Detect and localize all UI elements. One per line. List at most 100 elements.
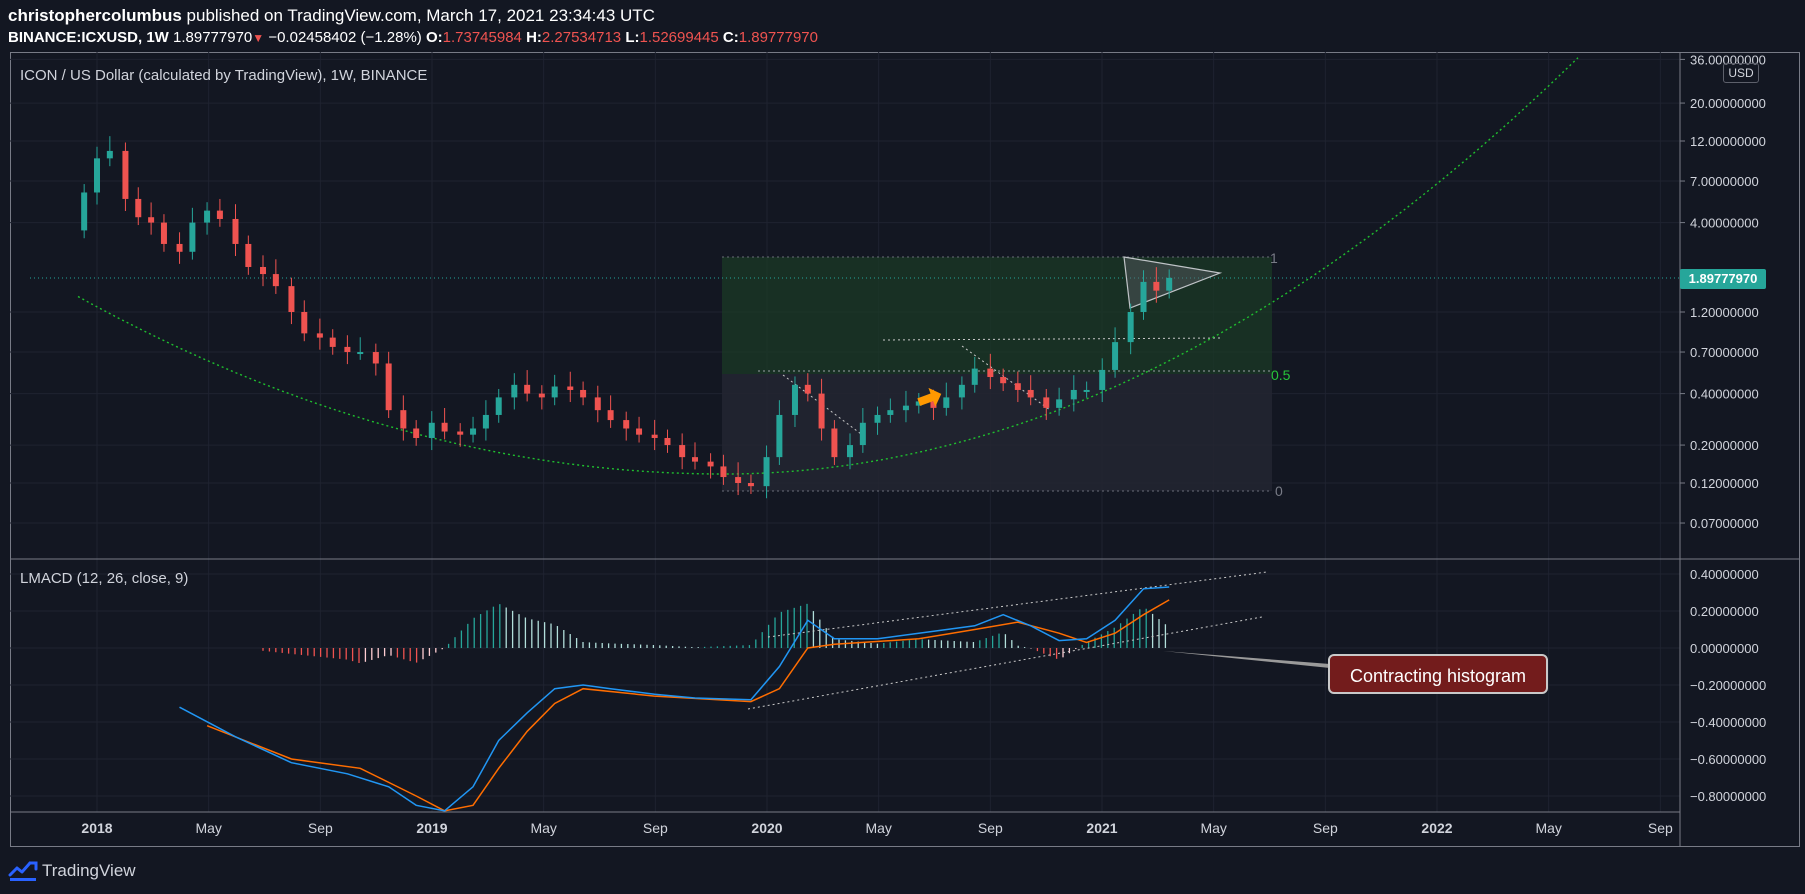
- candle-body: [160, 222, 167, 244]
- open-label: O:: [425, 29, 443, 46]
- time-axis-labels: 2018 May Sep 2019 May Sep 2020 May Sep 2021 May Sep…: [81, 820, 1673, 836]
- downtrend-line-2[interactable]: [961, 345, 1051, 411]
- price-change: −0.02458402 (−1.28%): [268, 29, 422, 46]
- price-tick-label: 20.00000000: [1690, 96, 1766, 111]
- fib-label-1: 1: [1270, 250, 1278, 266]
- candle-body: [902, 405, 909, 411]
- candle-body: [495, 397, 502, 415]
- time-tick-label: May: [865, 820, 891, 836]
- currency-badge[interactable]: USD: [1723, 63, 1759, 83]
- publish-line: christophercolumbus published on Trading…: [8, 6, 655, 26]
- high-label: H:: [526, 29, 542, 46]
- candle-body: [511, 384, 518, 398]
- author-name[interactable]: christophercolumbus: [8, 6, 182, 25]
- fib-zone-upper[interactable]: [722, 257, 1272, 374]
- candle-body: [958, 384, 965, 398]
- publish-info: published on TradingView.com, March 17, …: [181, 6, 655, 25]
- candle-body: [245, 243, 252, 267]
- indicator-tick-label: −0.80000000: [1690, 789, 1766, 804]
- candle-body: [776, 414, 783, 458]
- candle-body: [288, 286, 295, 312]
- indicator-tick-label: −0.60000000: [1690, 752, 1766, 767]
- indicator-pane-title[interactable]: LMACD (12, 26, close, 9): [20, 570, 189, 587]
- fib-zone-lower[interactable]: [722, 374, 1272, 491]
- channel-lower-line[interactable]: [747, 616, 1263, 710]
- candles: [81, 136, 1173, 499]
- candle-body: [791, 384, 798, 415]
- time-tick-label: Sep: [978, 820, 1003, 836]
- candle-body: [122, 150, 129, 199]
- callout-pointer: [1163, 651, 1330, 668]
- annotation-callout[interactable]: Contracting histogram: [1328, 654, 1548, 694]
- fib-label-05: 0.5: [1271, 367, 1291, 383]
- price-tick-label: 7.00000000: [1690, 174, 1759, 189]
- price-pane-title: ICON / US Dollar (calculated by TradingV…: [20, 67, 428, 84]
- indicator-tick-label: −0.20000000: [1690, 678, 1766, 693]
- macd-line: [179, 586, 1170, 812]
- price-tick-label: 4.00000000: [1690, 216, 1759, 231]
- candle-body: [301, 312, 308, 334]
- time-tick-label: 2020: [751, 820, 782, 836]
- candle-body: [413, 428, 420, 438]
- candle-body: [930, 401, 937, 408]
- time-tick-label: May: [1535, 820, 1561, 836]
- candle-body: [679, 445, 686, 458]
- indicator-axis-labels: 0.40000000 0.20000000 0.00000000 −0.2000000…: [1690, 567, 1766, 804]
- candle-body: [1070, 389, 1077, 400]
- low-label: L:: [625, 29, 640, 46]
- down-arrow-icon: ▼: [252, 31, 265, 45]
- candle-body: [651, 434, 658, 438]
- candle-body: [470, 428, 477, 435]
- symbol-label: BINANCE:ICXUSD, 1W: [8, 29, 169, 46]
- price-tick-label: 0.20000000: [1690, 438, 1759, 453]
- time-tick-label: 2019: [416, 820, 447, 836]
- ohlc-line: BINANCE:ICXUSD, 1W 1.89777970 ▼ −0.024584…: [8, 29, 818, 46]
- price-tick-label: 1.20000000: [1690, 305, 1759, 320]
- candle-body: [94, 158, 100, 193]
- candle-body: [831, 428, 838, 458]
- candle-body: [1043, 397, 1050, 408]
- candle-body: [385, 363, 392, 411]
- candle-body: [887, 410, 894, 415]
- time-tick-label: Sep: [1648, 820, 1673, 836]
- high-value: 2.27534713: [541, 29, 622, 46]
- parabolic-curve[interactable]: [77, 57, 1579, 475]
- footer-brand[interactable]: TradingView: [8, 860, 136, 882]
- candle-body: [329, 337, 336, 347]
- low-value: 1.52699445: [639, 29, 719, 46]
- candle-body: [1112, 342, 1119, 370]
- candle-body: [763, 457, 770, 487]
- candle-body: [272, 274, 279, 287]
- candle-body: [216, 210, 223, 219]
- price-axis-labels: 36.0000000020.0000000012.000000007.00000…: [1680, 52, 1766, 531]
- time-tick-label: May: [1200, 820, 1226, 836]
- candle-body: [623, 420, 630, 429]
- time-tick-label: May: [195, 820, 221, 836]
- candle-body: [538, 393, 545, 398]
- channel-upper-line[interactable]: [767, 571, 1268, 638]
- candle-body: [636, 428, 643, 435]
- candle-body: [1140, 281, 1147, 312]
- close-value: 1.89777970: [738, 29, 818, 46]
- time-tick-label: Sep: [308, 820, 333, 836]
- resistance-line[interactable]: [882, 337, 1224, 341]
- time-tick-label: Sep: [643, 820, 668, 836]
- brand-name: TradingView: [42, 861, 136, 880]
- candle-body: [1099, 369, 1106, 390]
- candle-body: [1000, 377, 1007, 384]
- price-tick-label: 12.00000000: [1690, 134, 1766, 149]
- indicator-tick-label: 0.40000000: [1690, 567, 1759, 582]
- indicator-tick-label: 0.20000000: [1690, 604, 1759, 619]
- candle-body: [804, 384, 811, 394]
- time-tick-label: Sep: [1313, 820, 1338, 836]
- close-label: C:: [722, 29, 739, 46]
- candle-body: [457, 431, 464, 435]
- candle-body: [594, 397, 601, 411]
- candle-body: [176, 243, 183, 252]
- macd-histogram: [262, 603, 1167, 663]
- time-tick-label: 2018: [81, 820, 112, 836]
- candle-body: [1127, 312, 1134, 343]
- candle-body: [482, 414, 489, 429]
- candle-body: [607, 410, 614, 421]
